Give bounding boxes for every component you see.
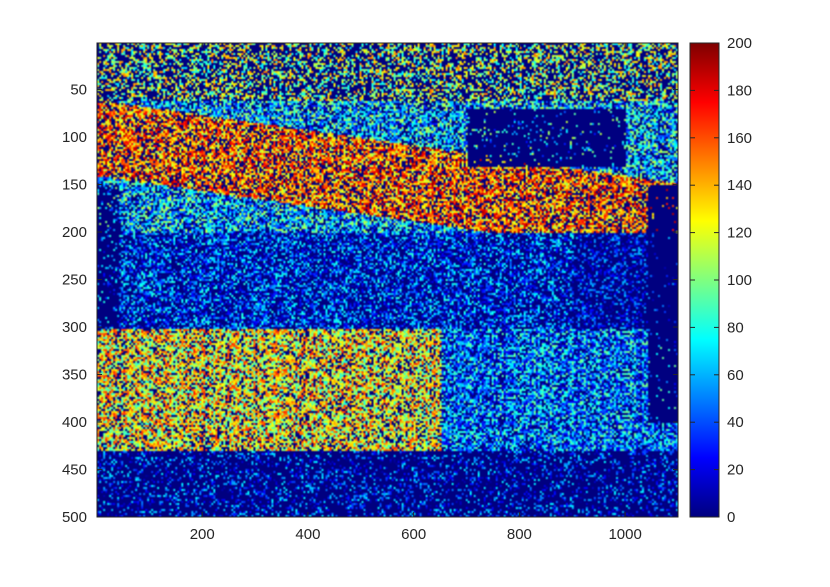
- y-tick-label: 50: [70, 82, 87, 99]
- y-tick-label: 250: [62, 272, 87, 289]
- x-tick-label: 1000: [608, 526, 641, 543]
- x-tick-label: 800: [507, 526, 532, 543]
- x-tick-label: 600: [401, 526, 426, 543]
- colorbar-tick-label: 180: [727, 82, 752, 99]
- colorbar-tick-label: 140: [727, 177, 752, 194]
- colorbar-tick-label: 120: [727, 225, 752, 242]
- x-axis: 200 400 600 800 1000: [190, 43, 642, 543]
- y-tick-label: 300: [62, 319, 87, 336]
- colorbar-tick-label: 20: [727, 462, 744, 479]
- x-tick-label: 200: [190, 526, 215, 543]
- colorbar-axis: 0 20 40 60 80 100 120 140 160 180 200: [690, 35, 752, 526]
- y-tick-label: 450: [62, 462, 87, 479]
- y-tick-label: 350: [62, 367, 87, 384]
- y-tick-label: 200: [62, 224, 87, 241]
- y-tick-label: 100: [62, 129, 87, 146]
- y-tick-label: 500: [62, 509, 87, 526]
- y-tick-label: 400: [62, 414, 87, 431]
- y-tick-label: 150: [62, 177, 87, 194]
- heatmap-image: [97, 43, 678, 517]
- colorbar-tick-label: 200: [727, 35, 752, 52]
- colorbar-tick-label: 40: [727, 414, 744, 431]
- colorbar-tick-label: 100: [727, 272, 752, 289]
- colorbar-tick-label: 80: [727, 319, 744, 336]
- y-axis: 50 100 150 200 250 300 350 400 450 500: [62, 82, 678, 526]
- x-tick-label: 400: [295, 526, 320, 543]
- colorbar-tick-label: 60: [727, 367, 744, 384]
- colorbar-tick-label: 160: [727, 130, 752, 147]
- colorbar-tick-label: 0: [727, 509, 735, 526]
